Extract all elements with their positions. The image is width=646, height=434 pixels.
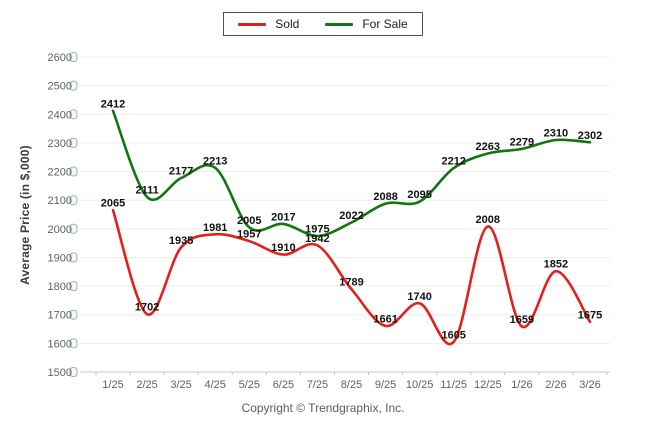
for-sale-data-label: 1975 — [305, 224, 329, 236]
y-tick-label: 1700 — [48, 310, 72, 322]
sold-data-label: 1740 — [407, 291, 431, 303]
y-tick-capsule — [69, 338, 78, 349]
sold-data-label: 1957 — [237, 229, 261, 241]
legend-label-for-sale: For Sale — [362, 17, 408, 31]
sold-data-label: 1910 — [271, 242, 295, 254]
sold-data-label: 1702 — [135, 302, 159, 314]
y-tick-label: 2100 — [48, 195, 72, 207]
y-tick-capsule — [69, 52, 78, 62]
y-tick-capsule — [69, 281, 78, 292]
y-tick-label: 1500 — [48, 367, 72, 379]
sold-data-label: 1661 — [373, 313, 397, 325]
y-tick-label: 1800 — [48, 281, 72, 293]
y-tick-label: 1900 — [48, 253, 72, 265]
x-tick-label: 2/26 — [545, 379, 566, 391]
sold-data-label: 1852 — [544, 259, 568, 271]
sold-data-label: 1935 — [169, 235, 193, 247]
for-sale-data-label: 2005 — [237, 215, 261, 227]
sold-data-label: 1675 — [578, 309, 602, 321]
legend-box: Sold For Sale — [223, 12, 423, 36]
legend: Sold For Sale — [0, 12, 646, 36]
for-sale-data-label: 2302 — [578, 130, 602, 142]
for-sale-data-label: 2310 — [544, 128, 568, 140]
legend-label-sold: Sold — [275, 17, 300, 31]
y-tick-capsule — [69, 223, 78, 234]
for-sale-data-label: 2088 — [373, 191, 397, 203]
sold-data-label: 2065 — [101, 198, 125, 210]
y-tick-capsule — [69, 109, 78, 120]
sold-line-swatch — [238, 22, 267, 26]
copyright-text: Copyright © Trendgraphix, Inc. — [241, 401, 405, 415]
x-tick-label: 8/25 — [341, 379, 362, 391]
x-tick-label: 1/25 — [102, 379, 123, 391]
x-tick-label: 7/25 — [307, 379, 328, 391]
for-sale-data-label: 2263 — [476, 141, 500, 153]
y-tick-label: 2200 — [48, 167, 72, 179]
x-tick-label: 3/26 — [579, 379, 600, 391]
x-tick-label: 6/25 — [273, 379, 294, 391]
y-tick-label: 2000 — [48, 224, 72, 236]
x-tick-label: 2/25 — [136, 379, 157, 391]
for-sale-data-label: 2412 — [101, 98, 125, 110]
y-tick-capsule — [69, 252, 78, 263]
y-tick-label: 2300 — [48, 138, 72, 150]
sold-data-label: 1789 — [339, 277, 363, 289]
x-tick-label: 11/25 — [440, 379, 467, 391]
y-tick-capsule — [69, 166, 78, 177]
x-tick-label: 10/25 — [406, 379, 434, 391]
for-sale-data-label: 2095 — [407, 189, 431, 201]
for-sale-line — [111, 109, 592, 238]
sold-data-label: 2008 — [476, 214, 500, 226]
y-tick-capsule — [69, 80, 78, 91]
x-tick-label: 3/25 — [170, 379, 191, 391]
sold-line — [111, 208, 592, 346]
sold-data-label: 1942 — [305, 233, 329, 245]
for-sale-data-label: 2177 — [169, 166, 193, 178]
sold-data-label: 1605 — [441, 329, 465, 341]
x-tick-label: 9/25 — [375, 379, 396, 391]
x-tick-label: 1/26 — [511, 379, 532, 391]
for-sale-data-label: 2017 — [271, 211, 295, 223]
sold-data-label: 1981 — [203, 222, 227, 234]
for-sale-data-label: 2213 — [203, 155, 227, 167]
y-tick-label: 1600 — [48, 338, 72, 350]
x-tick-label: 5/25 — [239, 379, 260, 391]
for-sale-data-label: 2279 — [510, 136, 534, 148]
y-tick-label: 2600 — [48, 52, 72, 64]
y-tick-capsule — [69, 137, 78, 148]
y-tick-capsule — [69, 309, 78, 320]
y-tick-capsule — [69, 195, 78, 206]
sold-data-label: 1659 — [510, 314, 534, 326]
for-sale-data-label: 2212 — [441, 156, 465, 168]
for-sale-data-label: 2111 — [135, 185, 158, 197]
for-sale-line-swatch — [325, 22, 354, 26]
for-sale-data-label: 2022 — [339, 210, 363, 222]
y-tick-label: 2500 — [48, 81, 72, 93]
x-tick-label: 4/25 — [204, 379, 225, 391]
y-tick-label: 2400 — [48, 109, 72, 121]
x-tick-label: 12/25 — [474, 379, 502, 391]
y-tick-capsule — [69, 367, 78, 377]
